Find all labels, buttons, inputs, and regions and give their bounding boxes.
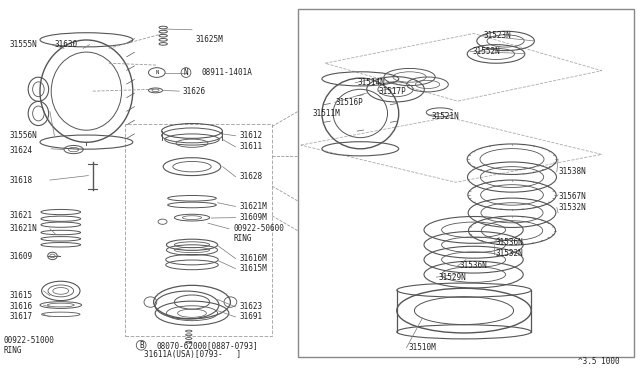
Text: 31529N: 31529N <box>438 273 466 282</box>
Text: 31555N: 31555N <box>10 40 37 49</box>
Text: 31517P: 31517P <box>379 87 406 96</box>
Text: 08911-1401A: 08911-1401A <box>202 68 252 77</box>
Text: RING: RING <box>3 346 22 355</box>
Text: 31511M: 31511M <box>312 109 340 118</box>
Text: 31532N: 31532N <box>496 249 524 258</box>
Text: 31609M: 31609M <box>240 213 268 222</box>
Text: 31691: 31691 <box>240 312 263 321</box>
Text: 08070-62000[0887-0793]: 08070-62000[0887-0793] <box>157 341 259 350</box>
Text: 31612: 31612 <box>240 131 263 140</box>
Text: 31623: 31623 <box>240 302 263 311</box>
Text: 31616M: 31616M <box>240 254 268 263</box>
Text: N: N <box>155 70 159 75</box>
Text: 31616: 31616 <box>10 302 33 311</box>
Text: 31523N: 31523N <box>483 31 511 40</box>
Text: 31621: 31621 <box>10 211 33 220</box>
Text: 31514N: 31514N <box>357 78 385 87</box>
Text: 31615: 31615 <box>10 291 33 300</box>
Text: 31626: 31626 <box>182 87 205 96</box>
Text: 31621M: 31621M <box>240 202 268 211</box>
Text: 31617: 31617 <box>10 312 33 321</box>
Text: 31618: 31618 <box>10 176 33 185</box>
Text: 31536N: 31536N <box>460 262 487 270</box>
Text: 31625M: 31625M <box>195 35 223 44</box>
Text: 31624: 31624 <box>10 146 33 155</box>
Text: 31630: 31630 <box>54 40 77 49</box>
Text: 31516P: 31516P <box>336 98 364 107</box>
Text: 31615M: 31615M <box>240 264 268 273</box>
Text: 31538N: 31538N <box>558 167 586 176</box>
Text: 31552N: 31552N <box>473 47 500 56</box>
Text: ^3.5 1000: ^3.5 1000 <box>578 357 620 366</box>
Text: 31628: 31628 <box>240 172 263 181</box>
Text: 31621N: 31621N <box>10 224 37 233</box>
Text: 31510M: 31510M <box>408 343 436 352</box>
Text: 31611A(USA)[0793-   ]: 31611A(USA)[0793- ] <box>144 350 241 359</box>
Text: 31567N: 31567N <box>558 192 586 201</box>
Text: 31532N: 31532N <box>558 203 586 212</box>
Text: 00922-50600: 00922-50600 <box>234 224 284 233</box>
Text: 31536N: 31536N <box>496 238 524 247</box>
FancyBboxPatch shape <box>298 9 634 357</box>
Text: RING: RING <box>234 234 252 243</box>
Text: 31556N: 31556N <box>10 131 37 140</box>
Text: 31611: 31611 <box>240 142 263 151</box>
Text: B: B <box>139 341 143 350</box>
Text: 31609: 31609 <box>10 252 33 261</box>
Text: 00922-51000: 00922-51000 <box>3 336 54 345</box>
Text: N: N <box>184 68 188 77</box>
Text: 31521N: 31521N <box>432 112 460 121</box>
